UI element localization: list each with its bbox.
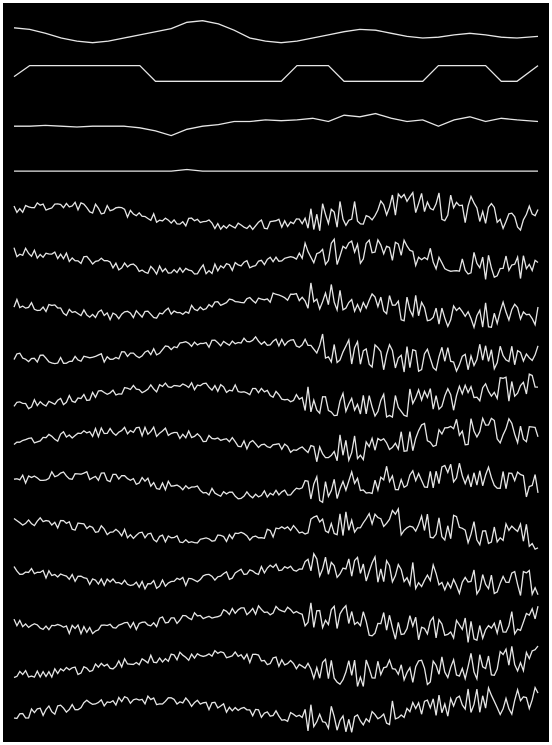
trace-line: [13, 190, 539, 232]
trace-line: [13, 64, 539, 82]
trace-line: [13, 416, 539, 463]
trace-line: [13, 20, 539, 44]
trace-line: [13, 506, 539, 551]
trace-line: [13, 373, 539, 419]
trace-line: [13, 333, 539, 373]
trace-line: [13, 463, 539, 504]
trace-line: [13, 645, 539, 687]
trace-line: [13, 602, 539, 643]
trace-line: [14, 112, 539, 137]
trace-line: [13, 282, 539, 330]
trace-line: [13, 237, 539, 280]
trace-line: [13, 551, 539, 597]
trace-line: [13, 685, 539, 733]
trace-line: [14, 168, 538, 172]
trace-group: [13, 20, 539, 733]
